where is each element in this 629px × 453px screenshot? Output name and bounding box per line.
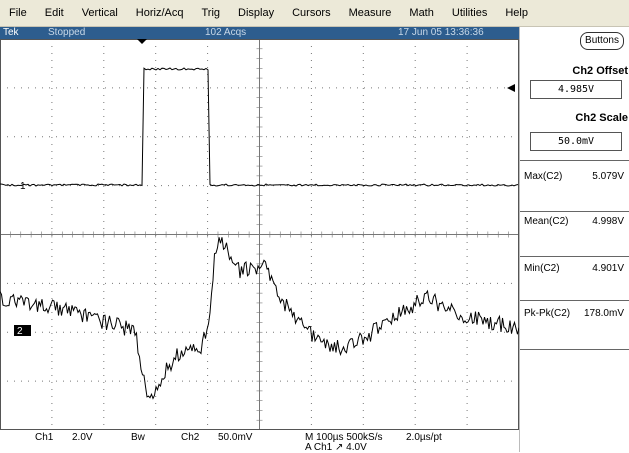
menu-help[interactable]: Help <box>505 7 528 19</box>
date-time: 17 Jun 05 13:36:36 <box>398 27 484 38</box>
resolution-readout: 2.0µs/pt <box>406 432 442 443</box>
menu-utilities[interactable]: Utilities <box>451 7 488 19</box>
brand-label: Tek <box>3 27 19 38</box>
menu-bar: File Edit Vertical Horiz/Acq Trig Display Curs… <box>0 0 629 27</box>
readout-bar: Ch1 2.0V Bw Ch2 50.0mV M 100µs 500kS/s 2… <box>0 430 519 453</box>
timebase-readout: M 100µs 500kS/s <box>305 432 383 443</box>
trigger-position-marker <box>137 39 147 44</box>
ch1-marker: 1 <box>20 181 26 192</box>
ch2-label: Ch2 <box>181 432 200 443</box>
menu-vertical[interactable]: Vertical <box>81 7 118 19</box>
menu-trig[interactable]: Trig <box>201 7 221 19</box>
measurement-pk-pk[interactable]: Pk-Pk(C2) 178.0mV <box>524 308 624 319</box>
menu-cursors[interactable]: Cursors <box>292 7 331 19</box>
ch2-scale: 50.0mV <box>218 432 253 443</box>
menu-display[interactable]: Display <box>238 7 275 19</box>
ch2-trace <box>0 237 519 400</box>
waveform-display[interactable]: 1 2 <box>0 39 519 430</box>
measurement-mean[interactable]: Mean(C2) 4.998V <box>524 216 624 227</box>
acq-count: 102 Acqs <box>205 27 247 38</box>
ch2-marker-box <box>14 325 31 336</box>
ch2-scale-title: Ch2 Scale <box>575 112 628 124</box>
menu-measure[interactable]: Measure <box>348 7 392 19</box>
control-panel: Buttons Ch2 Offset 4.985V Ch2 Scale 50.0… <box>519 27 629 452</box>
buttons-button[interactable]: Buttons <box>580 32 624 50</box>
ch1-scale: 2.0V <box>72 432 93 443</box>
trigger-level-marker <box>507 84 515 92</box>
acq-state: Stopped <box>48 27 86 38</box>
menu-file[interactable]: File <box>9 7 27 19</box>
ch2-marker: 2 <box>17 326 23 337</box>
ch1-label: Ch1 <box>35 432 54 443</box>
ch1-trace <box>0 67 519 187</box>
ch2-scale-field[interactable]: 50.0mV <box>530 132 622 151</box>
ch2-offset-title: Ch2 Offset <box>572 65 628 77</box>
menu-math[interactable]: Math <box>409 7 434 19</box>
status-bar: Tek Stopped 102 Acqs 17 Jun 05 13:36:36 <box>0 27 519 39</box>
trigger-readout: A Ch1 ↗ 4.0V <box>305 442 367 453</box>
bandwidth-limit: Bw <box>131 432 145 443</box>
measurement-min[interactable]: Min(C2) 4.901V <box>524 263 624 274</box>
ch2-offset-field[interactable]: 4.985V <box>530 80 622 99</box>
menu-horiz-acq[interactable]: Horiz/Acq <box>135 7 184 19</box>
menu-edit[interactable]: Edit <box>44 7 64 19</box>
measurement-max[interactable]: Max(C2) 5.079V <box>524 171 624 182</box>
